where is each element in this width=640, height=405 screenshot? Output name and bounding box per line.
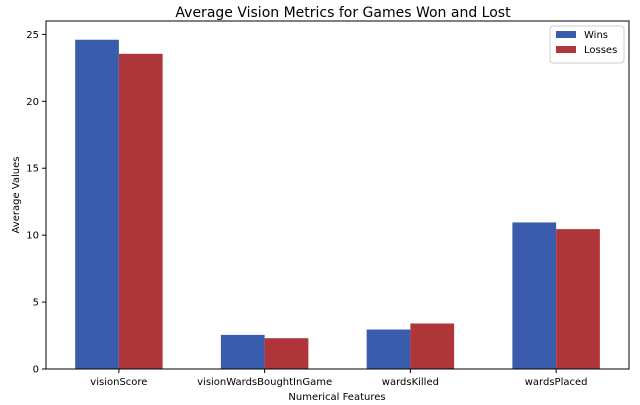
x-axis: visionScore visionWardsBoughtInGame wardsK…	[90, 369, 587, 388]
y-tick-label: 5	[33, 298, 39, 309]
y-tick-label: 0	[33, 365, 39, 376]
bar-losses-wardsPlaced	[556, 229, 600, 369]
legend-swatch-wins	[556, 31, 576, 38]
bar-wins-wardsPlaced	[512, 222, 557, 369]
legend-label-losses: Losses	[584, 45, 617, 56]
y-tick-label: 15	[26, 164, 39, 175]
bar-wins-visionWardsBoughtInGame	[220, 334, 265, 369]
plot-frame	[45, 20, 630, 370]
y-tick-label: 10	[26, 231, 39, 242]
x-tick-label-visionScore: visionScore	[90, 377, 147, 388]
bar-losses-visionScore	[118, 53, 163, 369]
legend-swatch-losses	[556, 46, 576, 53]
legend: Wins Losses	[549, 25, 625, 64]
y-axis: 0 5 10 15 20 25	[26, 30, 46, 376]
x-axis-label: Numerical Features	[288, 392, 385, 403]
y-tick-label: 25	[26, 30, 39, 41]
bar-wins-visionScore	[75, 39, 119, 370]
x-tick-label-visionWardsBoughtInGame: visionWardsBoughtInGame	[197, 377, 332, 388]
y-tick-label: 20	[26, 97, 39, 108]
chart-title: Average Vision Metrics for Games Won and…	[175, 5, 511, 21]
x-tick-label-wardsKilled: wardsKilled	[382, 377, 439, 388]
bars-group	[75, 39, 600, 370]
bar-losses-visionWardsBoughtInGame	[264, 338, 309, 369]
legend-label-wins: Wins	[584, 30, 608, 41]
y-axis-label: Average Values	[11, 157, 22, 234]
bar-wins-wardsKilled	[366, 329, 411, 369]
bar-losses-wardsKilled	[410, 323, 455, 369]
x-tick-label-wardsPlaced: wardsPlaced	[525, 377, 588, 388]
